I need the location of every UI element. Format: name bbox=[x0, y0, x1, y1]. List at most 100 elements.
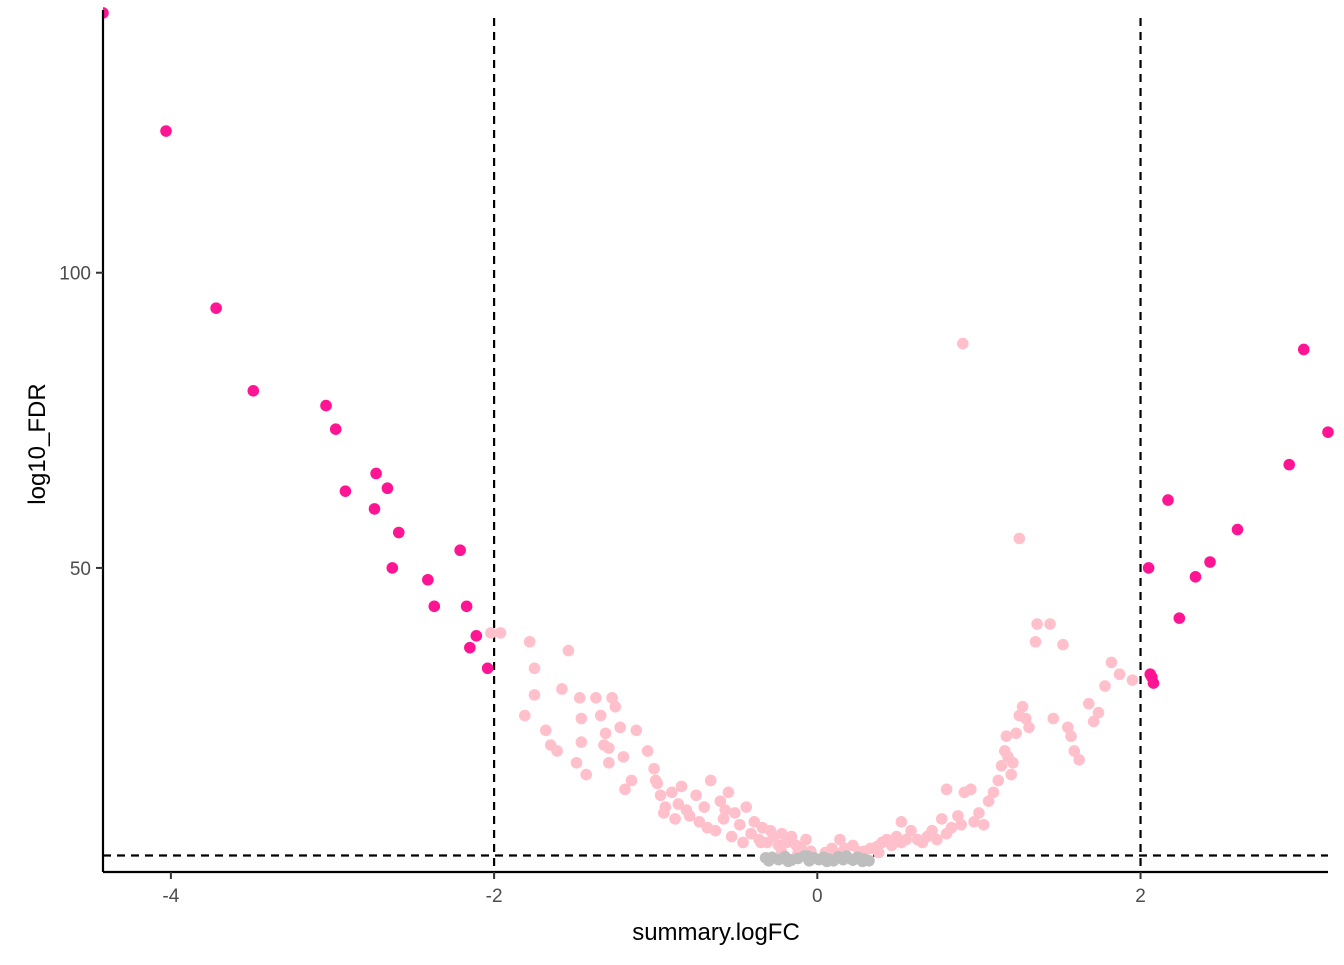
data-point-significant bbox=[654, 789, 667, 802]
data-point-strong bbox=[1147, 677, 1160, 689]
data-point-significant bbox=[1007, 756, 1019, 769]
data-point-significant bbox=[575, 712, 588, 725]
data-point-strong bbox=[428, 600, 441, 613]
data-point-significant bbox=[955, 818, 967, 831]
data-point-significant bbox=[606, 692, 618, 704]
data-point-significant bbox=[528, 662, 541, 675]
data-point-significant bbox=[1019, 712, 1032, 725]
data-point-significant bbox=[575, 736, 588, 748]
data-point-significant bbox=[523, 635, 536, 648]
data-point-significant bbox=[1016, 700, 1029, 713]
data-point-significant bbox=[570, 756, 583, 769]
data-point-significant bbox=[973, 807, 985, 819]
data-point-significant bbox=[580, 768, 593, 781]
data-point-significant bbox=[1057, 638, 1069, 651]
data-point-significant bbox=[709, 824, 722, 837]
data-point-significant bbox=[945, 821, 958, 834]
data-point-significant bbox=[528, 689, 541, 701]
data-point-significant bbox=[630, 724, 643, 737]
x-tick-label: -4 bbox=[162, 886, 179, 907]
data-point-strong bbox=[422, 573, 434, 586]
data-point-significant bbox=[1023, 721, 1035, 734]
data-point-significant bbox=[987, 786, 1000, 799]
data-point-significant bbox=[648, 762, 660, 775]
data-point-significant bbox=[1126, 674, 1139, 686]
data-point-significant bbox=[1044, 618, 1056, 630]
data-point-ns bbox=[801, 850, 814, 862]
data-point-significant bbox=[982, 795, 995, 807]
data-point-significant bbox=[641, 745, 654, 757]
data-point-significant bbox=[965, 783, 977, 796]
data-point-significant bbox=[931, 833, 943, 846]
data-point-significant bbox=[651, 777, 664, 790]
data-point-ns bbox=[782, 855, 795, 868]
data-point-strong bbox=[1283, 458, 1296, 471]
data-point-significant bbox=[952, 810, 964, 822]
data-point-significant bbox=[737, 836, 749, 849]
data-point-significant bbox=[675, 780, 688, 793]
data-point-strong bbox=[1142, 562, 1155, 574]
y-tick-label: 100 bbox=[59, 264, 91, 285]
data-point-strong bbox=[320, 399, 332, 412]
axes bbox=[101, 10, 1328, 874]
data-point-significant bbox=[900, 833, 912, 846]
data-point-significant bbox=[519, 709, 531, 722]
data-point-significant bbox=[693, 816, 706, 828]
data-point-significant bbox=[717, 813, 730, 825]
data-point-strong bbox=[481, 662, 494, 675]
data-point-significant bbox=[905, 824, 917, 837]
data-point-significant bbox=[926, 824, 938, 837]
data-point-significant bbox=[722, 786, 735, 799]
data-point-strong bbox=[1231, 523, 1244, 536]
data-point-strong bbox=[1322, 426, 1334, 438]
data-point-strong bbox=[103, 7, 109, 19]
data-point-ns bbox=[856, 855, 869, 868]
data-point-significant bbox=[977, 818, 990, 831]
data-point-significant bbox=[698, 801, 710, 813]
threshold-lines bbox=[103, 18, 1328, 872]
y-axis-title: log10_FDR bbox=[24, 383, 51, 504]
data-point-strong bbox=[1297, 343, 1310, 356]
data-point-significant bbox=[485, 627, 497, 639]
data-point-strong bbox=[1204, 556, 1216, 568]
data-point-significant bbox=[1062, 721, 1074, 734]
data-point-significant bbox=[659, 801, 672, 813]
data-point-strong bbox=[370, 467, 382, 480]
tick-labels: -4 -2 0 2 50 100 bbox=[59, 264, 1146, 907]
data-point-significant bbox=[614, 721, 626, 734]
data-point-strong bbox=[470, 630, 483, 642]
data-point-significant bbox=[785, 830, 798, 843]
data-point-significant bbox=[603, 756, 615, 769]
data-point-significant bbox=[1010, 727, 1022, 740]
data-point-significant bbox=[1099, 680, 1111, 692]
data-point-significant bbox=[1073, 754, 1085, 766]
x-tick-label: 2 bbox=[1135, 886, 1146, 907]
data-point-significant bbox=[1029, 635, 1042, 648]
data-point-significant bbox=[666, 786, 678, 799]
data-point-significant bbox=[1013, 532, 1026, 545]
data-point-significant bbox=[590, 692, 602, 704]
data-point-significant bbox=[1083, 697, 1095, 710]
data-point-significant bbox=[1047, 712, 1060, 725]
data-point-significant bbox=[935, 813, 948, 825]
data-point-significant bbox=[992, 774, 1005, 787]
data-point-significant bbox=[1068, 745, 1081, 757]
data-point-significant bbox=[672, 798, 685, 810]
data-point-strong bbox=[339, 485, 352, 497]
x-tick-label: -2 bbox=[486, 886, 503, 907]
data-point-significant bbox=[1092, 706, 1105, 719]
data-point-significant bbox=[885, 839, 898, 852]
data-point-significant bbox=[754, 836, 767, 849]
data-point-significant bbox=[609, 700, 622, 713]
data-point-strong bbox=[368, 503, 381, 515]
data-point-strong bbox=[1173, 612, 1186, 624]
data-point-ns bbox=[821, 855, 833, 868]
data-point-strong bbox=[386, 562, 399, 574]
data-point-significant bbox=[800, 833, 812, 846]
data-point-significant bbox=[1065, 730, 1077, 743]
data-point-significant bbox=[1031, 618, 1043, 630]
data-point-significant bbox=[690, 789, 702, 802]
data-point-strong bbox=[460, 600, 473, 613]
